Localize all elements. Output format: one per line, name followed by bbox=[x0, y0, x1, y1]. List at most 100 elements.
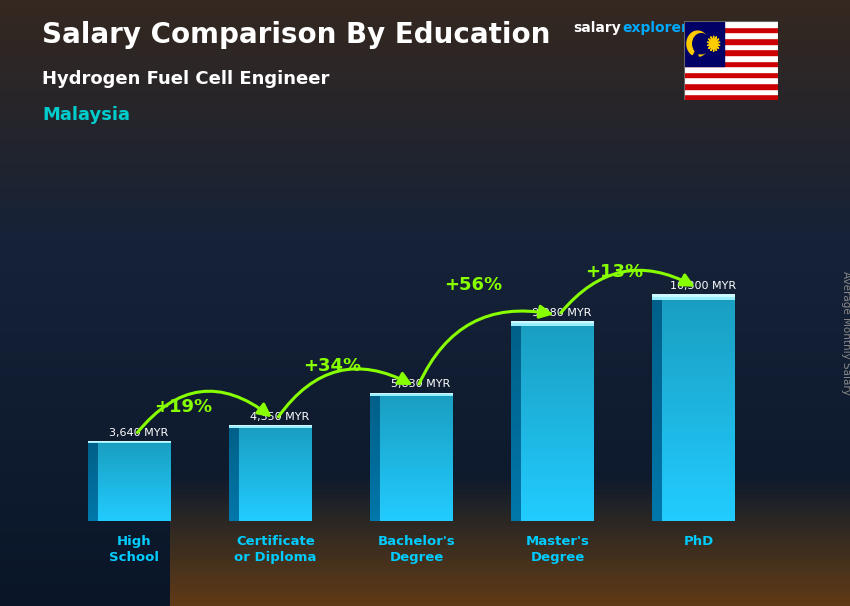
Bar bbox=[98, 487, 171, 488]
Bar bbox=[380, 417, 453, 419]
Bar bbox=[511, 466, 521, 468]
Bar bbox=[521, 439, 594, 441]
Polygon shape bbox=[707, 36, 720, 52]
Bar bbox=[239, 515, 312, 516]
Bar bbox=[239, 450, 312, 451]
Bar bbox=[662, 354, 735, 357]
Bar bbox=[98, 494, 171, 495]
Bar bbox=[88, 456, 98, 457]
Bar bbox=[684, 44, 778, 49]
Bar bbox=[380, 473, 453, 474]
Bar bbox=[229, 481, 239, 482]
Bar bbox=[88, 444, 98, 445]
Bar bbox=[98, 505, 171, 506]
Bar bbox=[98, 502, 171, 503]
Bar bbox=[521, 508, 594, 511]
Bar bbox=[662, 507, 735, 510]
Bar bbox=[652, 295, 662, 297]
Bar bbox=[511, 394, 521, 396]
Bar bbox=[380, 451, 453, 452]
Bar bbox=[662, 405, 735, 408]
Bar bbox=[652, 371, 662, 374]
Bar bbox=[98, 461, 171, 462]
Bar bbox=[229, 514, 239, 515]
Bar bbox=[662, 315, 735, 317]
Bar bbox=[98, 445, 171, 446]
Bar bbox=[88, 446, 98, 447]
Bar bbox=[662, 297, 735, 300]
Bar bbox=[521, 431, 594, 434]
Bar bbox=[662, 518, 735, 521]
Bar bbox=[98, 497, 171, 498]
Bar bbox=[229, 460, 239, 461]
Bar bbox=[662, 419, 735, 422]
Bar bbox=[88, 458, 98, 459]
Bar bbox=[370, 428, 380, 430]
Bar bbox=[521, 454, 594, 456]
Bar bbox=[511, 434, 521, 436]
Bar bbox=[370, 444, 380, 446]
Bar bbox=[88, 455, 98, 456]
Bar bbox=[684, 33, 778, 38]
Bar bbox=[684, 95, 778, 100]
Bar bbox=[511, 361, 521, 364]
Bar bbox=[88, 476, 98, 477]
Bar bbox=[98, 489, 171, 490]
Bar bbox=[662, 433, 735, 436]
Bar bbox=[380, 455, 453, 457]
Bar bbox=[652, 297, 662, 300]
Bar bbox=[521, 379, 594, 381]
Bar bbox=[662, 348, 735, 351]
Bar bbox=[652, 450, 662, 453]
Bar bbox=[662, 416, 735, 419]
Bar bbox=[370, 501, 380, 502]
Bar bbox=[511, 339, 521, 341]
Bar bbox=[521, 394, 594, 396]
Bar bbox=[684, 55, 778, 61]
Bar bbox=[652, 470, 662, 473]
Bar bbox=[662, 374, 735, 376]
Bar bbox=[521, 406, 594, 408]
Bar bbox=[652, 405, 662, 408]
Bar bbox=[239, 435, 312, 436]
Bar bbox=[684, 27, 778, 33]
Bar bbox=[521, 399, 594, 401]
Bar bbox=[88, 473, 98, 474]
Bar bbox=[229, 503, 239, 504]
Bar bbox=[370, 409, 380, 410]
Bar bbox=[511, 471, 521, 474]
Bar bbox=[229, 498, 239, 499]
Bar bbox=[380, 518, 453, 519]
Bar bbox=[229, 505, 239, 507]
Bar bbox=[98, 450, 171, 451]
Bar bbox=[511, 366, 521, 368]
Bar bbox=[98, 519, 171, 520]
Bar bbox=[652, 510, 662, 513]
Bar bbox=[380, 393, 453, 395]
Bar bbox=[521, 364, 594, 366]
Bar bbox=[88, 453, 98, 454]
Bar bbox=[239, 467, 312, 468]
Bar bbox=[521, 416, 594, 419]
Bar bbox=[229, 519, 239, 520]
Bar bbox=[521, 371, 594, 374]
Bar bbox=[239, 441, 312, 442]
Bar bbox=[380, 471, 453, 473]
Bar bbox=[511, 448, 521, 451]
Bar bbox=[652, 315, 662, 317]
Bar bbox=[88, 470, 98, 471]
Bar bbox=[380, 508, 453, 510]
Bar bbox=[380, 478, 453, 479]
Bar bbox=[511, 379, 521, 381]
Bar bbox=[370, 442, 380, 444]
Bar bbox=[88, 465, 98, 466]
Bar bbox=[239, 465, 312, 466]
Bar bbox=[662, 479, 735, 482]
Bar bbox=[98, 449, 171, 450]
Bar bbox=[98, 492, 171, 493]
Bar bbox=[511, 384, 521, 386]
Bar bbox=[229, 450, 239, 451]
Bar bbox=[662, 331, 735, 334]
Bar bbox=[652, 464, 662, 467]
Bar bbox=[662, 320, 735, 323]
